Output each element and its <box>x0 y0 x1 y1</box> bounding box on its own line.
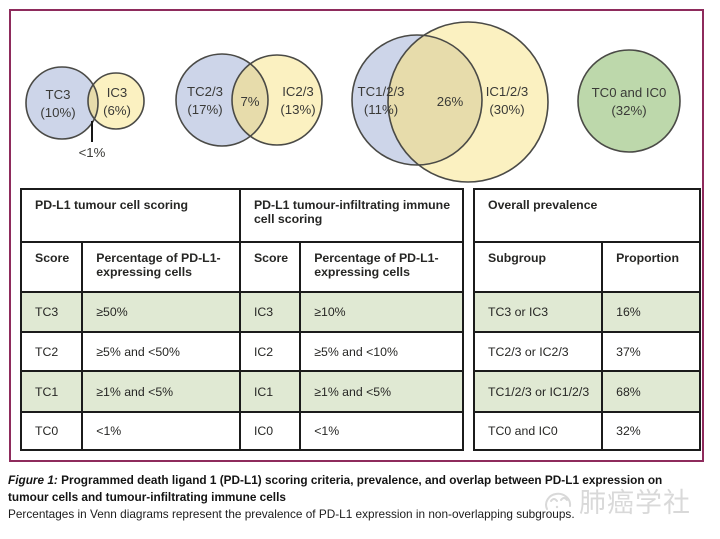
venn-tc3-ic3: TC3 (10%) IC3 (6%) <1% <box>25 66 145 160</box>
tc0-ic0-label: TC0 and IC0 <box>592 85 667 100</box>
scoring-table: PD-L1 tumour cell scoring PD-L1 tumour-i… <box>19 188 465 451</box>
score-header: Score <box>19 241 84 293</box>
score-cell: TC1 <box>19 370 84 413</box>
tc3-circle <box>26 67 98 139</box>
prevalence-table: Overall prevalence Subgroup Proportion T… <box>472 188 701 451</box>
venn-tc0-ic0: TC0 and IC0 (32%) <box>577 49 681 153</box>
tc123-label: TC1/2/3 <box>358 84 405 99</box>
proportion-cell: 32% <box>601 411 701 451</box>
proportion-header: Proportion <box>601 241 701 293</box>
score-cell: TC2 <box>19 331 84 372</box>
table-row: TC1 ≥1% and <5% IC1 ≥1% and <5% <box>19 370 464 413</box>
ic3-circle <box>88 73 144 129</box>
table-row: TC1/2/3 or IC1/2/3 68% <box>472 370 701 413</box>
subgroup-cell: TC1/2/3 or IC1/2/3 <box>472 370 604 413</box>
score-cell: IC0 <box>238 411 302 451</box>
score-header: Score <box>238 241 302 293</box>
percentage-cell: ≥5% and <50% <box>81 331 241 372</box>
score-cell: IC2 <box>238 331 302 372</box>
figure-caption: Figure 1: Programmed death ligand 1 (PD-… <box>8 472 700 523</box>
proportion-cell: 37% <box>601 331 701 372</box>
table-row: TC3 ≥50% IC3 ≥10% <box>19 291 464 333</box>
caption-title-text: Programmed death ligand 1 (PD-L1) scorin… <box>8 473 663 504</box>
tc23-label: TC2/3 <box>187 84 223 99</box>
table-row: TC3 or IC3 16% <box>472 291 701 333</box>
watermark-text: 肺癌学社 <box>579 488 691 518</box>
tc23-ic23-overlap <box>232 55 268 145</box>
percentage-cell: ≥10% <box>299 291 464 333</box>
subgroup-cell: TC2/3 or IC2/3 <box>472 331 604 372</box>
watermark: 肺癌学社 <box>540 487 691 519</box>
table-row: TC2/3 or IC2/3 37% <box>472 331 701 372</box>
subgroup-header: Subgroup <box>472 241 604 293</box>
tc0-ic0-circle <box>578 50 680 152</box>
proportion-cell: 68% <box>601 370 701 413</box>
tc3-label: TC3 <box>46 87 71 102</box>
tc0-ic0-value: (32%) <box>611 103 646 118</box>
tc3-ic3-overlap-label: <1% <box>79 145 106 160</box>
tc3-value: (10%) <box>40 105 75 120</box>
ic23-label: IC2/3 <box>282 84 314 99</box>
tc23-value: (17%) <box>187 102 222 117</box>
tc123-value: (11%) <box>364 102 398 117</box>
immune-cell-scoring-title: PD-L1 tumour-infiltrating immune cell sc… <box>238 188 465 243</box>
table-row: TC0 and IC0 32% <box>472 411 701 451</box>
tc23-ic23-overlap-label: 7% <box>240 94 259 109</box>
table-row: TC0 <1% IC0 <1% <box>19 411 464 451</box>
score-cell: IC1 <box>238 370 302 413</box>
tc123-ic123-overlap <box>388 35 482 165</box>
caption-note: Percentages in Venn diagrams represent t… <box>8 507 575 521</box>
score-cell: TC0 <box>19 411 84 451</box>
venn-tc123-ic123: TC1/2/3 (11%) 26% IC1/2/3 (30%) <box>351 21 549 183</box>
venn-diagrams: TC3 (10%) IC3 (6%) <1% TC2/3 (17%) 7% IC… <box>25 21 681 183</box>
tc123-ic123-overlap-label: 26% <box>437 94 464 109</box>
overall-prevalence-title: Overall prevalence <box>473 188 701 243</box>
percentage-cell: ≥5% and <10% <box>299 331 464 372</box>
table-row: Overall prevalence <box>473 188 701 243</box>
percentage-cell: <1% <box>299 411 464 451</box>
tumour-cell-scoring-title: PD-L1 tumour cell scoring <box>20 188 241 243</box>
caption-title: Figure 1: Programmed death ligand 1 (PD-… <box>8 472 700 506</box>
ic123-value: (30%) <box>489 102 524 117</box>
score-cell: IC3 <box>238 291 302 333</box>
table-row: TC2 ≥5% and <50% IC2 ≥5% and <10% <box>19 331 464 372</box>
venn-tc23-ic23: TC2/3 (17%) 7% IC2/3 (13%) <box>175 53 323 147</box>
score-cell: TC3 <box>19 291 84 333</box>
percentage-header: Percentage of PD-L1-expressing cells <box>81 241 241 293</box>
percentage-cell: <1% <box>81 411 241 451</box>
percentage-header: Percentage of PD-L1-expressing cells <box>299 241 464 293</box>
ic23-value: (13%) <box>280 102 315 117</box>
table-row: Score Percentage of PD-L1-expressing cel… <box>19 241 464 293</box>
percentage-cell: ≥50% <box>81 291 241 333</box>
proportion-cell: 16% <box>601 291 701 333</box>
percentage-cell: ≥1% and <5% <box>81 370 241 413</box>
subgroup-cell: TC0 and IC0 <box>472 411 604 451</box>
ic123-label: IC1/2/3 <box>486 84 529 99</box>
table-row: Subgroup Proportion <box>472 241 701 293</box>
ic3-value: (6%) <box>103 103 131 118</box>
percentage-cell: ≥1% and <5% <box>299 370 464 413</box>
ic3-label: IC3 <box>107 85 128 100</box>
figure-number-label: Figure 1: <box>8 473 58 487</box>
table-row: PD-L1 tumour cell scoring PD-L1 tumour-i… <box>20 188 465 243</box>
smiley-face-logo-icon <box>545 492 572 510</box>
subgroup-cell: TC3 or IC3 <box>472 291 604 333</box>
